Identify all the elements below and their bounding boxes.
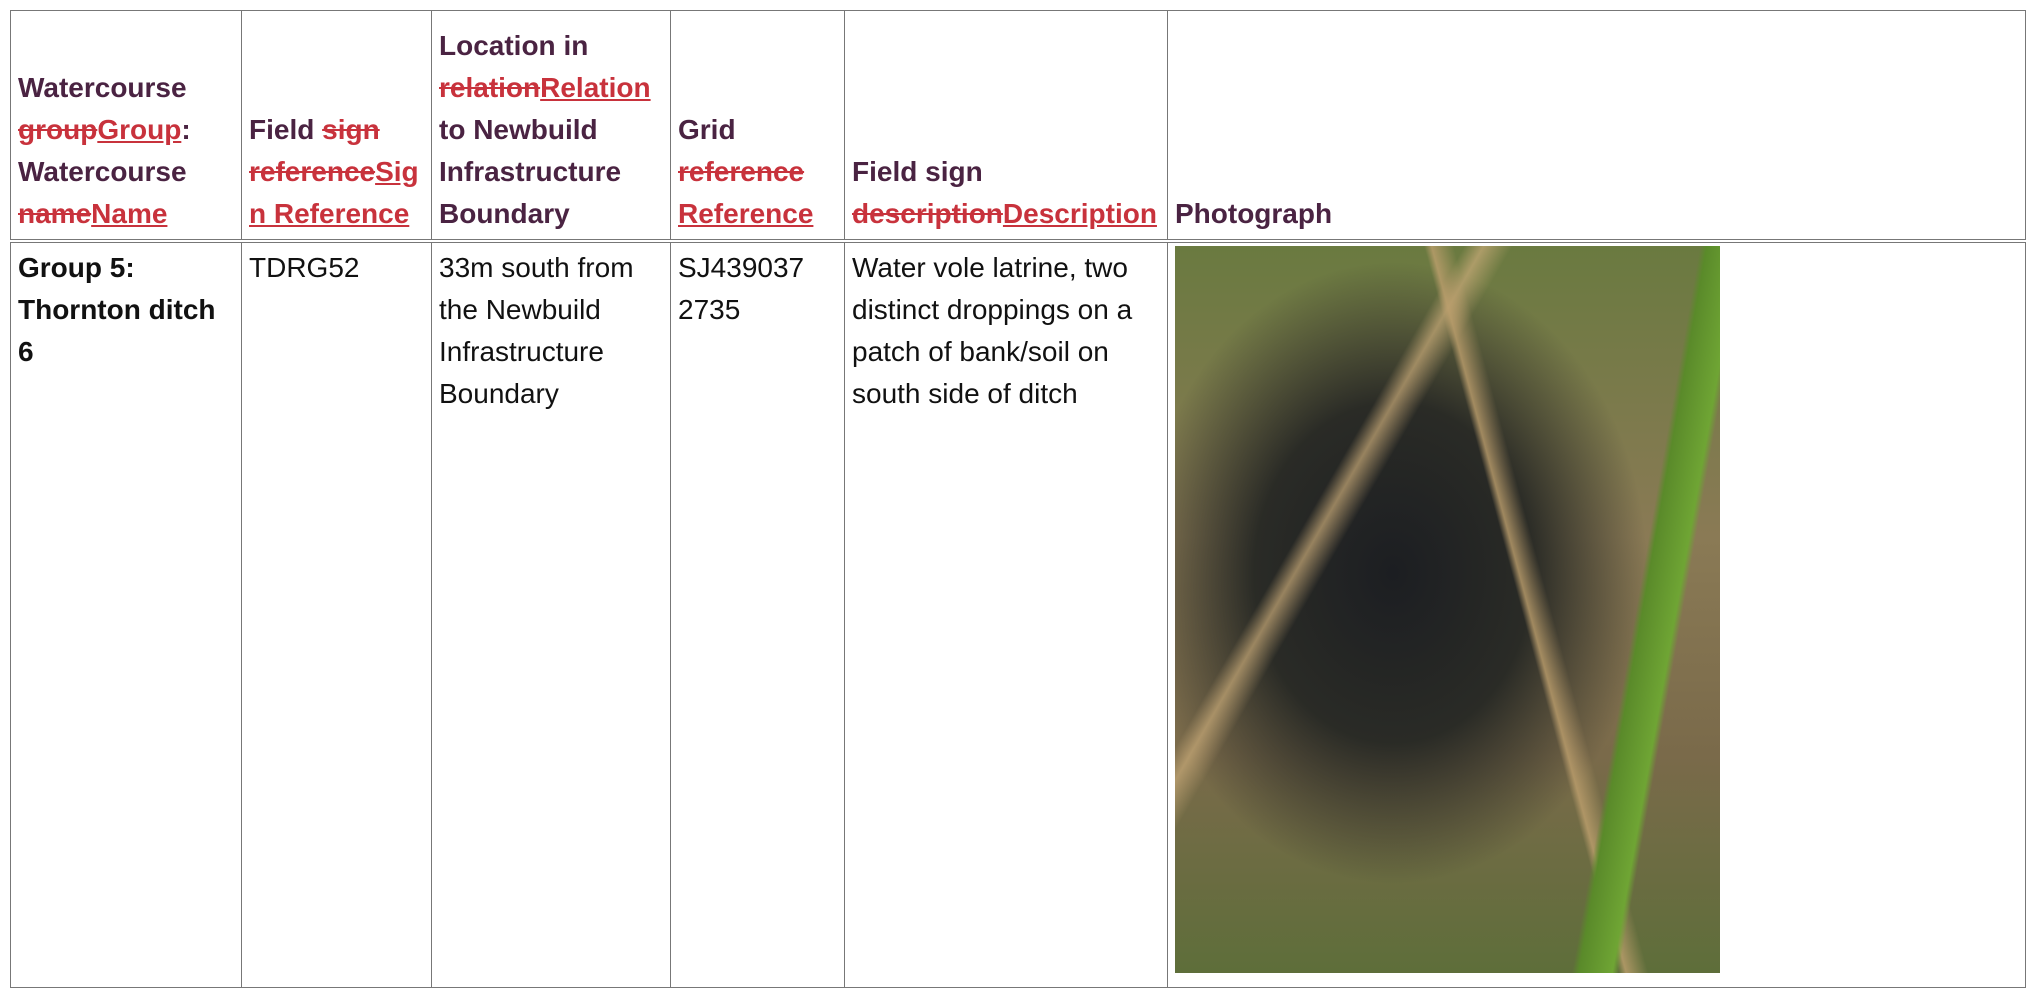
tracked-inserted: Name — [91, 198, 168, 229]
data-cell: SJ439037 2735 — [670, 240, 845, 988]
field-sign-table: Watercourse groupGroup: Watercourse name… — [10, 10, 2026, 988]
header-text: Field sign — [852, 156, 983, 187]
tracked-inserted: Description — [1002, 198, 1157, 229]
header-text: Location in — [439, 30, 589, 61]
data-cell: Group 5: Thornton ditch 6 — [10, 240, 242, 988]
photograph — [1175, 246, 1720, 973]
header-text: to Newbuild Infrastructure Boundary — [439, 114, 622, 229]
tracked-deleted: group — [18, 114, 98, 145]
header-row: Watercourse groupGroup: Watercourse name… — [10, 10, 2026, 243]
tracked-inserted: Sign Reference — [249, 156, 419, 229]
data-cell: TDRG52 — [241, 240, 432, 988]
tracked-deleted: sign — [322, 114, 380, 145]
header-cell: Field sign descriptionDescription — [844, 10, 1168, 243]
header-text: Grid — [678, 114, 736, 145]
tracked-inserted: Relation — [540, 72, 651, 103]
tracked-inserted: Group — [97, 114, 182, 145]
tracked-inserted: Reference — [678, 198, 814, 229]
header-text: : Watercourse — [18, 114, 191, 187]
header-text: Watercourse — [18, 72, 187, 103]
tracked-deleted: reference — [678, 156, 805, 187]
tracked-deleted: name — [18, 198, 92, 229]
header-cell: Photograph — [1167, 10, 2026, 243]
header-text: Photograph — [1175, 198, 1333, 229]
tracked-deleted: description — [852, 198, 1003, 229]
photo-cell — [1167, 240, 2026, 988]
data-cell: Water vole latrine, two distinct droppin… — [844, 240, 1168, 988]
data-cell: 33m south from the Newbuild Infrastructu… — [431, 240, 671, 988]
header-cell: Field sign referenceSign Reference — [241, 10, 432, 243]
data-row: Group 5: Thornton ditch 6 TDRG52 33m south… — [10, 240, 2026, 988]
header-text: Field — [249, 114, 323, 145]
header-cell: Location in relationRelation to Newbuild… — [431, 10, 671, 243]
tracked-deleted: reference — [249, 156, 376, 187]
header-cell: Grid reference Reference — [670, 10, 845, 243]
table-body: Group 5: Thornton ditch 6 TDRG52 33m south… — [10, 240, 2026, 988]
header-cell: Watercourse groupGroup: Watercourse name… — [10, 10, 242, 243]
tracked-deleted: relation — [439, 72, 541, 103]
